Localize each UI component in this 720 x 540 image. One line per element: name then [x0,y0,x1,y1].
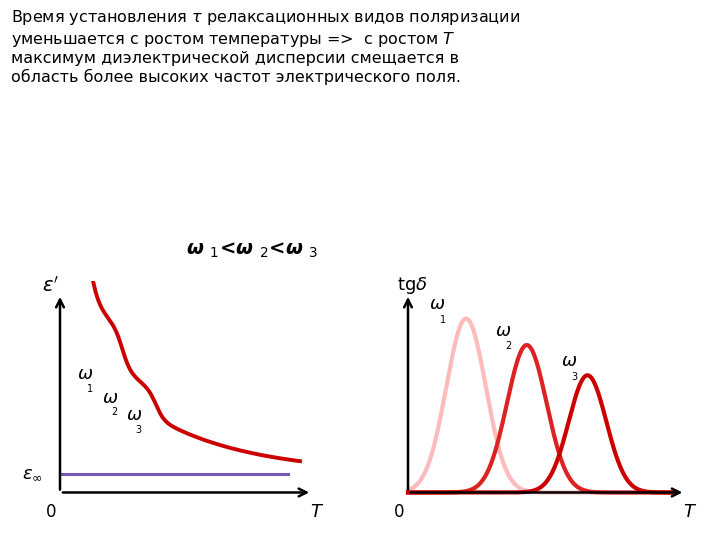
Text: Время установления $\tau$ релаксационных видов поляризации
уменьшается с ростом : Время установления $\tau$ релаксационных… [11,8,520,85]
Text: $\omega$: $\omega$ [126,406,143,424]
Text: $\varepsilon_{\infty}$: $\varepsilon_{\infty}$ [22,464,43,483]
Text: $\omega$: $\omega$ [102,389,118,407]
Text: $_2$: $_2$ [505,339,513,353]
Text: $_3$: $_3$ [571,369,579,383]
Text: $T$: $T$ [683,503,698,521]
Text: $_3$: $_3$ [135,422,143,435]
Text: 0: 0 [46,503,57,521]
Text: $T$: $T$ [310,503,324,521]
Text: $\varepsilon'$: $\varepsilon'$ [42,276,59,296]
Text: $_2$: $_2$ [111,404,118,418]
Text: $\omega$: $\omega$ [561,352,577,370]
Text: tg$\delta$: tg$\delta$ [397,275,428,296]
Text: $\boldsymbol{\omega}$ $_{1}$<$\boldsymbol{\omega}$ $_{2}$<$\boldsymbol{\omega}$ : $\boldsymbol{\omega}$ $_{1}$<$\boldsymbo… [186,240,318,260]
Text: $_1$: $_1$ [439,312,446,326]
Text: $\omega$: $\omega$ [77,365,93,383]
Text: $\omega$: $\omega$ [429,295,446,313]
Text: $_1$: $_1$ [86,381,93,395]
Text: $\omega$: $\omega$ [495,322,511,340]
Text: 0: 0 [394,503,404,521]
